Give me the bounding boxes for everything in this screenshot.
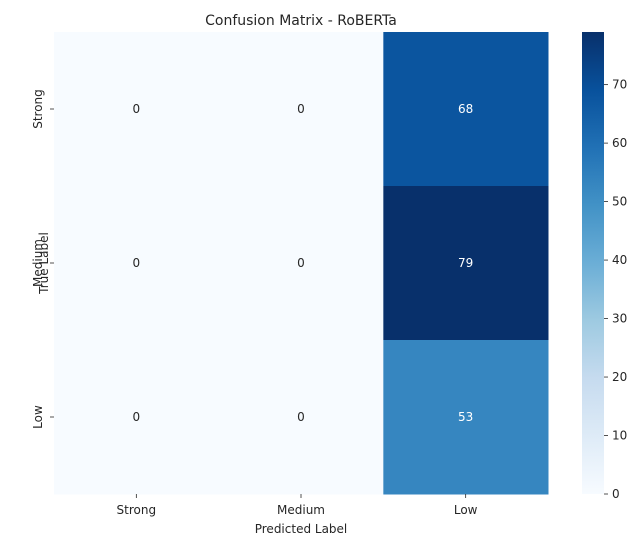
- colorbar-tick-label: 60: [612, 136, 627, 150]
- colorbar-tick-label: 10: [612, 429, 627, 443]
- cell-value-label: 79: [458, 256, 473, 270]
- cell-value-label: 0: [297, 256, 305, 270]
- colorbar: [582, 32, 604, 494]
- cell-value-label: 68: [458, 102, 473, 116]
- y-axis-ticks: Strong Medium Low: [31, 89, 54, 429]
- heatmap-cell: [383, 186, 549, 341]
- y-tick-label: Low: [31, 405, 45, 429]
- cell-value-label: 0: [133, 410, 141, 424]
- cell-value-label: 0: [297, 102, 305, 116]
- x-axis-ticks: Strong Medium Low: [117, 494, 478, 517]
- cell-value-label: 0: [133, 256, 141, 270]
- x-tick-label: Low: [454, 503, 478, 517]
- colorbar-tick-label: 20: [612, 370, 627, 384]
- heatmap-cell: [54, 32, 220, 187]
- heatmap-cell: [383, 340, 549, 495]
- colorbar-tick-label: 70: [612, 78, 627, 92]
- heatmap-cell: [383, 32, 549, 187]
- cell-value-label: 0: [133, 102, 141, 116]
- heatmap-cell-labels: 0 0 68 0 0 79 0 0 53: [133, 102, 474, 424]
- heatmap-cell: [54, 340, 220, 495]
- y-axis-title: True Label: [37, 232, 51, 295]
- y-tick-label: Strong: [31, 89, 45, 129]
- cell-value-label: 53: [458, 410, 473, 424]
- heatmap-cell: [218, 340, 384, 495]
- colorbar-tick-label: 40: [612, 253, 627, 267]
- x-axis-title: Predicted Label: [255, 522, 348, 536]
- colorbar-tick-label: 50: [612, 195, 627, 209]
- x-tick-label: Strong: [117, 503, 157, 517]
- colorbar-tick-label: 0: [612, 487, 620, 501]
- colorbar-tick-label: 30: [612, 312, 627, 326]
- heatmap-cell: [218, 186, 384, 341]
- colorbar-ticks: 0 10 20 30 40 50 60 70: [604, 78, 627, 501]
- cell-value-label: 0: [297, 410, 305, 424]
- y-tick-label: Medium: [31, 239, 45, 287]
- chart-title: Confusion Matrix - RoBERTa: [205, 13, 397, 29]
- heatmap-cells: [54, 32, 549, 495]
- heatmap-cell: [218, 32, 384, 187]
- x-tick-label: Medium: [277, 503, 325, 517]
- heatmap-cell: [54, 186, 220, 341]
